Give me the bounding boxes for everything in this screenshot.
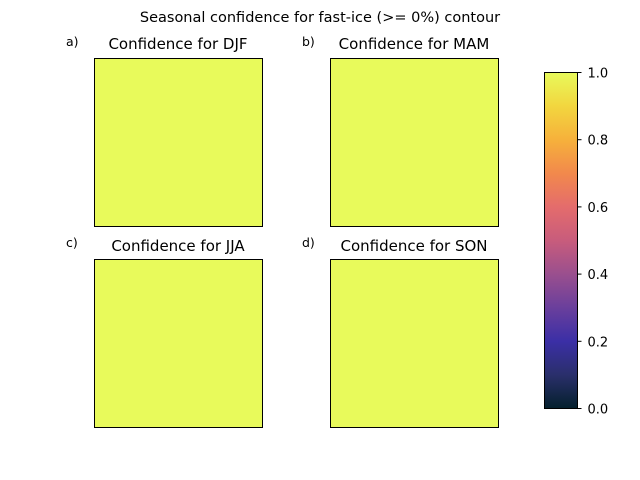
panel-label-c: c) bbox=[66, 235, 78, 250]
figure-title: Seasonal confidence for fast-ice (>= 0%)… bbox=[140, 10, 500, 26]
colorbar-tick-label: 0.0 bbox=[588, 403, 609, 418]
heatmap-field-d bbox=[330, 259, 499, 428]
colorbar-tick-label: 1.0 bbox=[588, 67, 609, 82]
colorbar-ticks: 0.0 0.2 0.4 0.6 0.8 1.0 bbox=[577, 67, 609, 418]
heatmap-field-c bbox=[94, 259, 263, 428]
heatmap-field-a bbox=[94, 58, 263, 227]
panel-label-a: a) bbox=[66, 34, 79, 49]
panel-d: d) Confidence for SON bbox=[302, 235, 499, 428]
colorbar-tick-label: 0.2 bbox=[588, 335, 609, 350]
colorbar-tick-label: 0.8 bbox=[588, 134, 609, 149]
panel-label-b: b) bbox=[302, 34, 315, 49]
panel-b: b) Confidence for MAM bbox=[302, 34, 499, 227]
colorbar-tick-label: 0.4 bbox=[588, 268, 609, 283]
panel-title-a: Confidence for DJF bbox=[108, 35, 247, 53]
colorbar-gradient bbox=[544, 72, 578, 409]
panel-label-d: d) bbox=[302, 235, 315, 250]
colorbar: 0.0 0.2 0.4 0.6 0.8 1.0 bbox=[544, 67, 609, 418]
colorbar-tick-label: 0.6 bbox=[588, 201, 609, 216]
panel-c: c) Confidence for JJA bbox=[66, 235, 263, 428]
panel-title-d: Confidence for SON bbox=[340, 237, 487, 255]
panel-title-c: Confidence for JJA bbox=[111, 237, 245, 255]
panel-title-b: Confidence for MAM bbox=[339, 35, 490, 53]
heatmap-field-b bbox=[330, 58, 499, 227]
panel-a: a) Confidence for DJF bbox=[66, 34, 263, 227]
